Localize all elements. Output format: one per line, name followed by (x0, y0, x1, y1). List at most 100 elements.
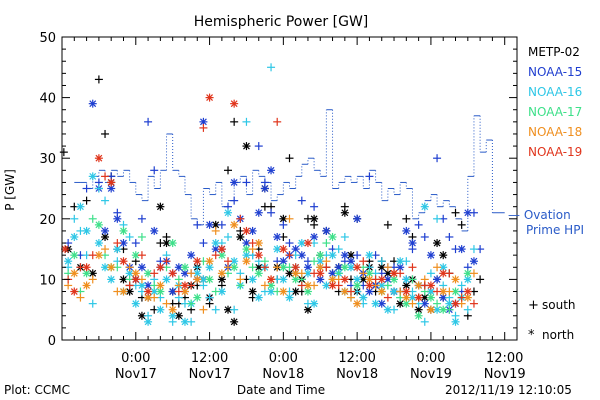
star-d2 (372, 300, 380, 308)
y-tick-label: 40 (39, 92, 56, 107)
star-d2 (415, 306, 423, 314)
x-tick-label-date: Nov18 (262, 367, 304, 382)
star-d2 (107, 179, 115, 186)
star-d2 (445, 300, 453, 308)
point-south-noaa-16 (457, 281, 466, 290)
point-north-metp-02 (137, 311, 146, 320)
star-d2 (243, 142, 250, 150)
star-d2 (138, 282, 146, 289)
point-north-noaa-19 (107, 178, 116, 187)
star-d2 (421, 294, 429, 302)
star-d2 (199, 275, 207, 283)
star-d2 (458, 245, 466, 253)
point-south-noaa-19 (297, 281, 306, 290)
star-d2 (144, 294, 152, 302)
point-south-noaa-16 (469, 245, 478, 254)
point-south-noaa-15 (433, 154, 442, 163)
plot-timestamp: 2012/11/19 12:10:05 (445, 383, 572, 397)
point-north-noaa-18 (426, 305, 435, 314)
star-d2 (206, 275, 213, 283)
star-d2 (206, 94, 213, 102)
point-south-noaa-15 (150, 166, 159, 175)
points-layer (59, 63, 485, 326)
point-north-noaa-17 (180, 263, 189, 272)
point-north-metp-02 (310, 214, 319, 223)
point-south-noaa-17 (408, 275, 417, 284)
legend-entry: NOAA-16 (528, 85, 582, 99)
point-south-noaa-15 (310, 202, 319, 211)
point-south-metp-02 (230, 117, 239, 126)
star-d2 (249, 227, 257, 235)
point-south-noaa-16 (420, 317, 429, 326)
y-tick-label: 50 (39, 31, 56, 46)
point-north-noaa-19 (131, 275, 140, 284)
point-south-noaa-16 (377, 257, 386, 266)
point-north-noaa-19 (217, 245, 226, 254)
star-d2 (286, 294, 293, 302)
star-d2 (132, 269, 140, 277)
point-south-noaa-19 (236, 214, 245, 223)
point-south-metp-02 (457, 220, 466, 229)
point-north-noaa-18 (82, 281, 91, 290)
point-south-noaa-18 (433, 263, 442, 272)
star-d2 (120, 275, 127, 283)
legend-entry: NOAA-18 (528, 125, 582, 139)
point-north-noaa-15 (310, 232, 319, 241)
point-south-noaa-16 (70, 214, 79, 223)
point-north-noaa-18 (193, 275, 202, 284)
point-south-noaa-15 (445, 232, 454, 241)
point-north-noaa-15 (254, 208, 263, 217)
star-d2 (304, 269, 312, 277)
point-south-noaa-15 (131, 239, 140, 248)
star-d2 (353, 263, 361, 271)
point-south-noaa-15 (297, 196, 306, 205)
star-d2 (384, 269, 392, 277)
point-north-noaa-16 (82, 226, 91, 235)
star-d2 (224, 306, 232, 314)
star-d2 (439, 269, 447, 277)
star-d2 (347, 263, 355, 271)
star-d2 (415, 312, 423, 320)
point-south-noaa-18 (469, 269, 478, 278)
point-north-noaa-16 (107, 275, 116, 284)
star-d2 (292, 263, 300, 271)
star-d2 (353, 215, 361, 223)
point-north-noaa-17 (291, 275, 300, 284)
x-tick-label-date: Nov19 (484, 367, 526, 382)
point-north-metp-02 (433, 239, 442, 248)
star-d2 (230, 257, 238, 265)
star-d2 (402, 282, 410, 289)
star-d2 (144, 318, 152, 326)
star-d2 (433, 239, 441, 247)
point-south-noaa-17 (433, 299, 442, 308)
star-d2 (329, 282, 336, 289)
point-south-noaa-15 (365, 172, 374, 181)
star-d2 (378, 275, 386, 283)
star-d2 (390, 269, 398, 277)
point-north-noaa-19 (267, 275, 276, 284)
star-d2 (169, 239, 177, 247)
star-d2 (396, 263, 404, 271)
star-d2 (292, 275, 300, 283)
star-d2 (156, 306, 164, 314)
point-south-noaa-15 (144, 117, 153, 126)
star-d2 (150, 227, 158, 235)
point-south-noaa-19 (469, 299, 478, 308)
star-d2 (193, 257, 201, 265)
star-d2 (181, 288, 189, 295)
star-d2 (61, 245, 69, 253)
star-d2 (390, 275, 398, 283)
point-north-noaa-18 (230, 220, 239, 229)
y-tick-label: 30 (39, 152, 56, 167)
point-south-noaa-19 (174, 287, 183, 296)
point-south-noaa-18 (211, 226, 220, 235)
star-d2 (421, 300, 429, 308)
star-d2 (329, 251, 336, 259)
legend-entry: NOAA-17 (528, 105, 582, 119)
point-south-noaa-18 (76, 293, 85, 302)
star-d2 (181, 269, 189, 277)
point-north-noaa-19 (254, 251, 263, 260)
star-d2 (120, 227, 127, 235)
star-d2 (95, 251, 103, 259)
point-north-noaa-18 (217, 269, 226, 278)
